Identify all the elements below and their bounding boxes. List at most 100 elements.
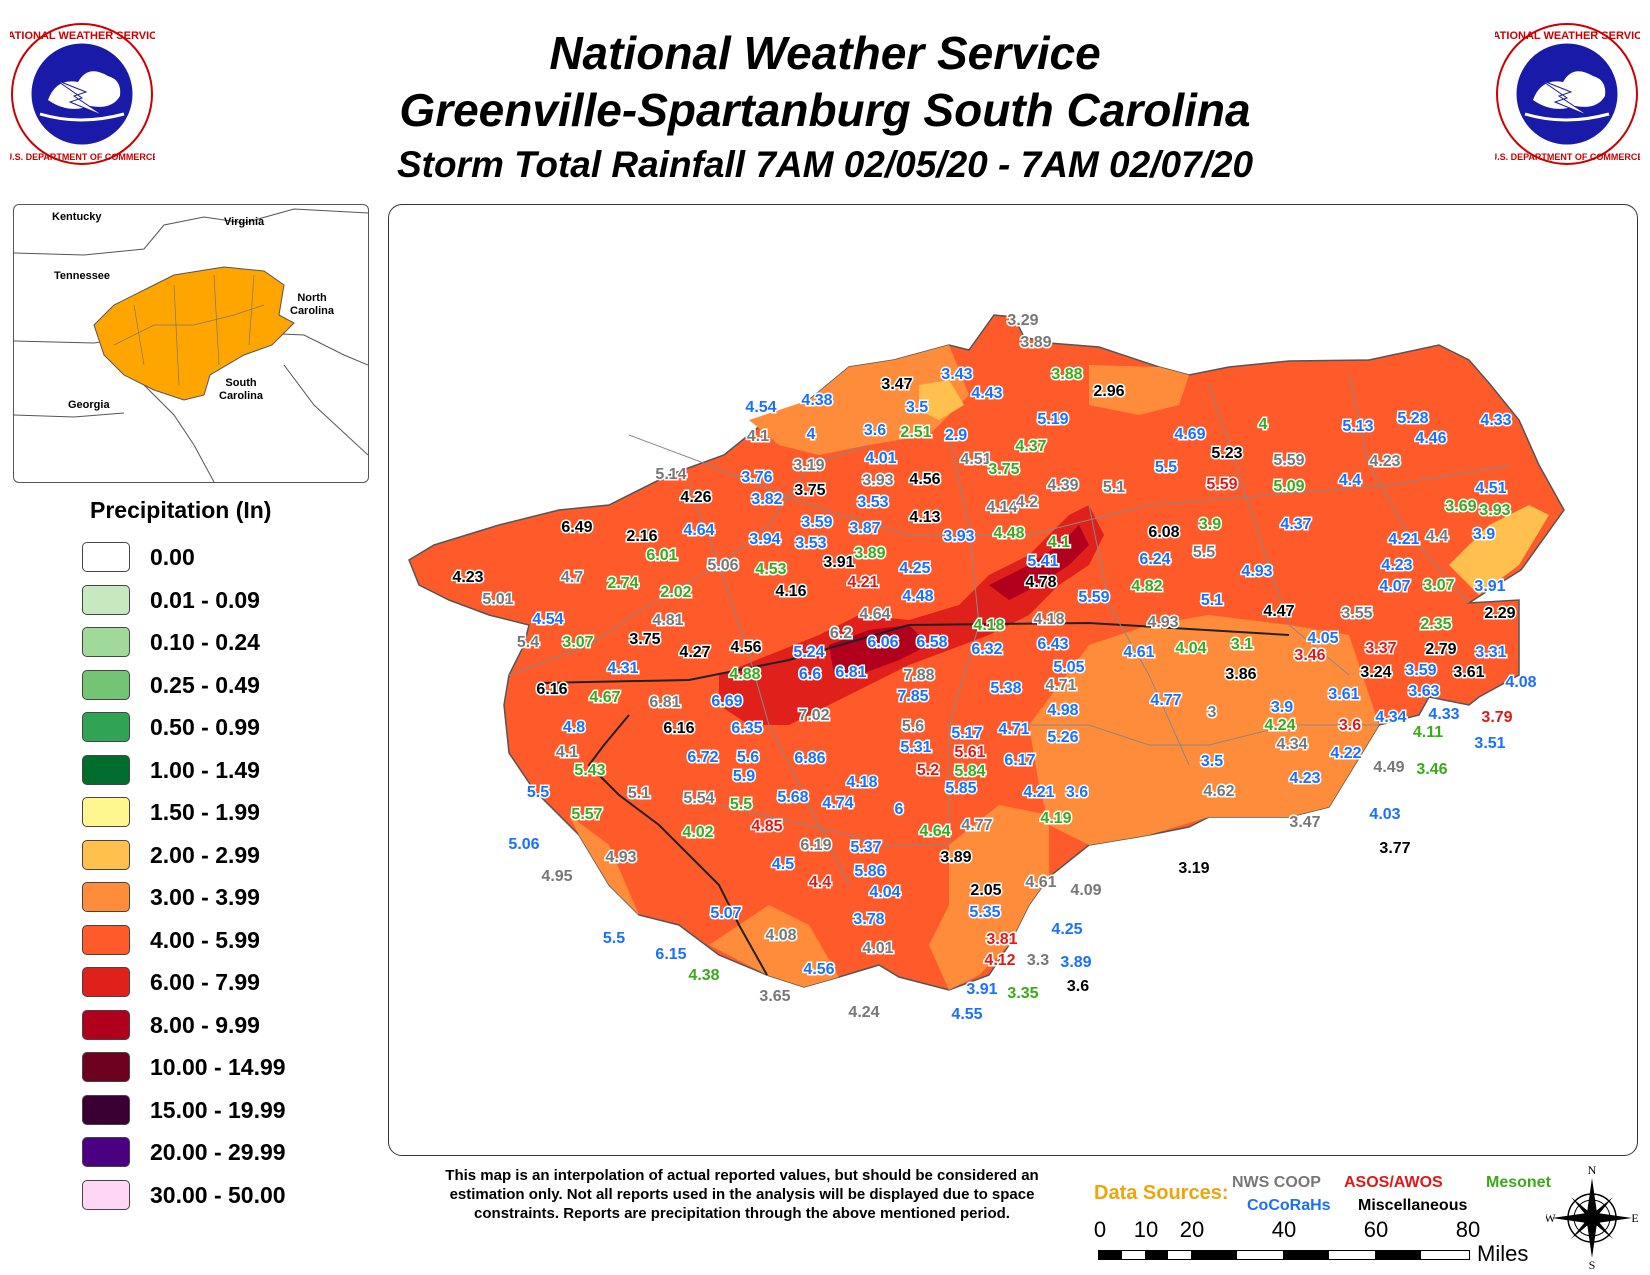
legend-label: 0.10 - 0.24 [150,629,260,655]
legend-swatch [82,1094,130,1125]
observation-value: 4.85 [751,818,782,835]
observation-value: 3.91 [823,554,854,571]
observation-value: 4.47 [1263,603,1294,620]
data-source-mesonet: Mesonet [1486,1174,1551,1191]
observation-value: 5.06 [707,557,738,574]
observation-value: 4.25 [899,560,930,577]
observation-value: 3.61 [1328,686,1359,703]
observation-value: 4.64 [683,522,714,539]
observation-values: 3.293.893.883.473.434.43 2.964.54 4.38 3.55… [451,311,1538,1025]
nws-logo-icon: NATIONAL WEATHER SERVICE U.S. DEPARTMENT… [1495,23,1640,165]
observation-value: 4.1 [1048,534,1070,551]
observation-value: 4.04 [869,884,900,901]
compass-rose-icon: N S W E [1546,1163,1638,1270]
observation-value: 3.19 [793,457,824,474]
observation-value: 3.88 [1051,366,1082,383]
svg-text:W: W [1546,1211,1556,1225]
observation-value: 5.43 [574,762,605,779]
legend-label: 0.00 [150,544,195,570]
observation-value: 6.16 [663,720,694,737]
observation-value: 4.61 [1123,644,1154,661]
observation-value: 5.13 [1342,418,1373,435]
observation-value: 3.53 [795,535,826,552]
legend-swatch [82,882,130,912]
observation-value: 4.23 [1289,770,1320,787]
observation-value: 3.46 [1416,761,1447,778]
observation-value: 4.23 [1369,453,1400,470]
observation-value: 4.07 [1379,578,1410,595]
observation-value: 6.49 [561,519,592,536]
observation-value: 3.93 [1479,502,1510,519]
observation-value: 4.08 [1505,674,1536,691]
legend-swatch [82,1052,130,1082]
observation-value: 3.24 [1360,664,1391,681]
legend-swatch [82,1179,130,1210]
legend-label: 0.01 - 0.09 [150,586,260,613]
observation-value: 7.88 [903,667,934,684]
observation-value: 5.28 [1397,410,1428,427]
observation-value: 5.9 [733,768,755,785]
observation-value: 4.74 [822,795,853,812]
observation-value: 4.24 [848,1004,879,1021]
observation-value: 5.31 [900,739,931,756]
observation-value: 5.1 [628,785,650,802]
observation-value: 6.81 [649,694,680,711]
observation-value: 4.37 [1015,438,1046,455]
observation-value: 3.59 [1405,662,1436,679]
observation-value: 3.89 [1060,954,1091,971]
svg-text:S: S [1589,1258,1596,1270]
observation-value: 3.51 [1474,735,1505,752]
legend-swatch [82,669,130,700]
observation-value: 6.32 [971,641,1002,658]
observation-value: 5.84 [954,763,985,780]
observation-value: 4.4 [1426,528,1448,545]
observation-value: 4.7 [561,569,583,586]
observation-value: 5.23 [1211,445,1242,462]
observation-value: 3.6 [864,422,886,439]
observation-value: 4.64 [859,606,890,623]
observation-value: 4.38 [801,392,832,409]
observation-value: 2.02 [660,584,691,601]
legend-label: 0.25 - 0.49 [150,671,260,698]
legend-label: 20.00 - 29.99 [150,1139,286,1165]
inset-label-virginia: Virginia [224,216,265,228]
observation-value: 2.35 [1420,616,1451,633]
rainfall-map-svg: 3.293.893.883.473.434.43 2.964.54 4.38 3.55… [408,311,1565,1025]
observation-value: 6.35 [731,720,762,737]
legend-swatch [82,967,130,997]
observation-value: 4.38 [688,967,719,984]
observation-value: 5.1 [1201,592,1223,609]
observation-value: 6.2 [830,625,852,642]
title-line-2: Greenville-Spartanburg South Carolina [399,84,1251,136]
observation-value: 4.08 [765,927,796,944]
observation-value: 4.23 [452,569,483,586]
observation-value: 4 [1259,416,1268,433]
observation-value: 4.26 [680,489,711,506]
rainfall-map: 3.29 3.89 3.88 3.47 3.43 4.43 2.96 4.54 4.38 3.5 5… [388,204,1638,1156]
observation-value: 3.31 [1475,644,1506,661]
observation-value: 5.1 [1103,479,1125,496]
observation-value: 4.71 [1045,677,1076,694]
observation-value: 4.4 [809,874,831,891]
observation-value: 6 [895,801,904,818]
observation-value: 4.53 [755,561,786,578]
observation-value: 4.54 [532,611,563,628]
data-source-misc: Miscellaneous [1358,1197,1468,1214]
observation-value: 4.21 [1023,784,1054,801]
observation-value: 5.26 [1047,729,1078,746]
legend-swatch [82,797,130,827]
observation-value: 4.13 [909,509,940,526]
observation-value: 3.55 [1341,605,1372,622]
scale-tick: 10 [1133,1217,1159,1242]
observation-value: 3.91 [1474,578,1505,595]
observation-value: 3.94 [749,531,780,548]
legend-swatch [82,627,130,657]
observation-value: 5.57 [571,806,602,823]
observation-value: 4.02 [682,824,713,841]
observation-value: 4.77 [961,817,992,834]
observation-value: 4.8 [563,719,585,736]
observation-value: 4.93 [1241,563,1272,580]
observation-value: 4.18 [973,617,1004,634]
observation-value: 3.81 [986,931,1017,948]
observation-value: 4.4 [1339,472,1361,489]
